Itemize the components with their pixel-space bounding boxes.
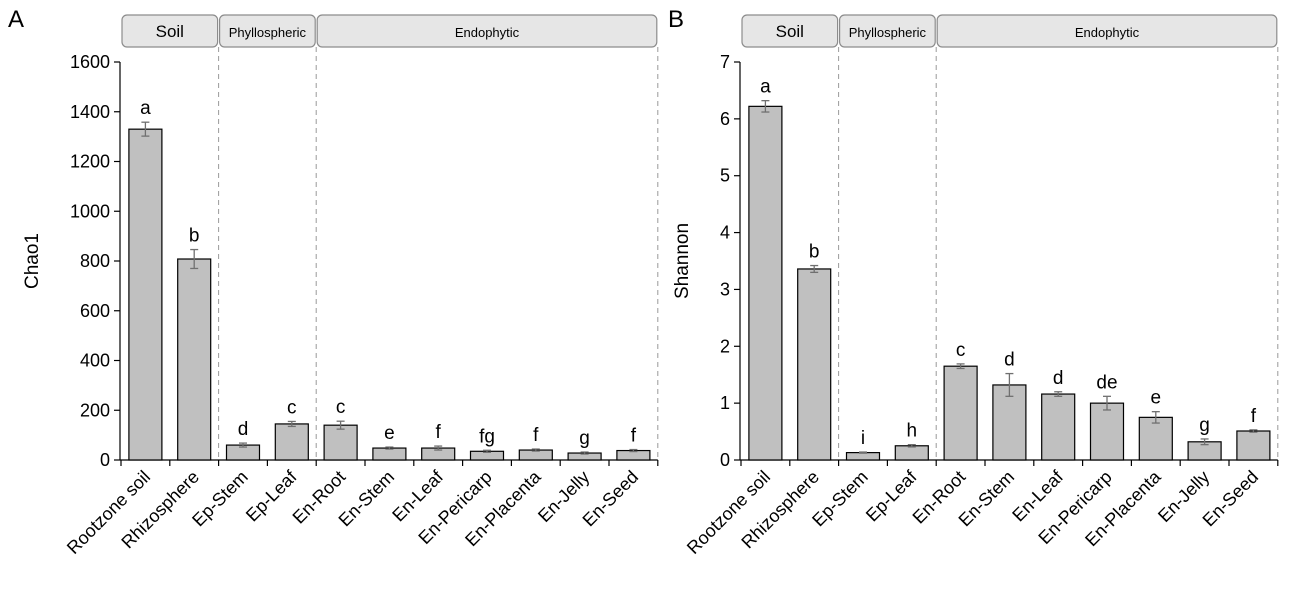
- significance-letter: d: [238, 419, 249, 440]
- bar: [1041, 393, 1076, 461]
- group-box: [741, 14, 839, 48]
- group-box: [121, 14, 219, 48]
- y-tick-label: 600: [80, 301, 110, 321]
- bar: [1138, 416, 1173, 461]
- y-tick-label: 0: [100, 450, 110, 470]
- significance-letter: f: [631, 426, 637, 447]
- significance-letter: b: [809, 242, 820, 263]
- group-label: Endophytic: [455, 25, 520, 40]
- y-tick-label: 4: [720, 223, 730, 243]
- y-axis-title: Shannon: [672, 223, 693, 299]
- significance-letter: a: [760, 77, 771, 98]
- y-tick-label: 200: [80, 400, 110, 420]
- y-tick-label: 2: [720, 336, 730, 356]
- y-tick-label: 6: [720, 109, 730, 129]
- significance-letter: g: [1199, 415, 1210, 436]
- y-tick-label: 7: [720, 52, 730, 72]
- bar: [1089, 402, 1125, 461]
- bar: [1236, 430, 1271, 461]
- significance-letter: f: [533, 425, 539, 446]
- y-tick-label: 1400: [70, 102, 110, 122]
- y-tick-label: 1: [720, 393, 730, 413]
- group-label: Phyllospheric: [849, 25, 927, 40]
- significance-letter: d: [1053, 368, 1064, 389]
- significance-letter: h: [907, 421, 918, 442]
- bar: [372, 447, 407, 461]
- bar: [797, 268, 832, 461]
- bar: [748, 105, 783, 461]
- bar: [128, 128, 163, 461]
- significance-letter: e: [1151, 388, 1162, 409]
- significance-letter: c: [956, 340, 966, 361]
- bar: [992, 384, 1027, 461]
- y-tick-label: 0: [720, 450, 730, 470]
- significance-letter: f: [1251, 406, 1257, 427]
- y-tick-label: 1600: [70, 52, 110, 72]
- significance-letter: e: [384, 423, 395, 444]
- bar: [943, 365, 978, 461]
- group-label: Endophytic: [1075, 25, 1140, 40]
- y-tick-label: 5: [720, 166, 730, 186]
- significance-letter: a: [140, 98, 151, 119]
- bar: [177, 258, 212, 461]
- bar: [323, 424, 358, 461]
- significance-letter: i: [861, 428, 865, 449]
- group-box: [936, 14, 1278, 48]
- chart-panel-a: A Soil Phyllospheric Endophytic 0 200 400 600 80…: [8, 6, 659, 558]
- significance-letter: b: [189, 226, 200, 247]
- group-box: [838, 14, 936, 48]
- bar: [274, 423, 309, 461]
- y-tick-label: 3: [720, 279, 730, 299]
- bar: [894, 445, 929, 461]
- group-label: Phyllospheric: [229, 25, 307, 40]
- x-category-label: Rootzone soil: [63, 467, 154, 558]
- y-tick-label: 1200: [70, 152, 110, 172]
- group-box: [219, 14, 316, 48]
- y-tick-label: 800: [80, 251, 110, 271]
- significance-letter: fg: [479, 426, 495, 447]
- panel-letter: B: [668, 6, 684, 33]
- significance-letter: g: [579, 428, 590, 449]
- significance-letter: f: [436, 422, 442, 443]
- group-label: Soil: [776, 22, 804, 41]
- y-axis-title: Chao1: [22, 233, 43, 289]
- chart-panel-b: B Soil Phyllospheric Endophytic 0 1 2 3 4 5 6 7 Shan…: [668, 6, 1279, 558]
- x-category-label: Rootzone soil: [683, 467, 774, 558]
- significance-letter: d: [1004, 350, 1015, 371]
- significance-letter: c: [287, 397, 297, 418]
- significance-letter: c: [336, 397, 346, 418]
- group-box: [316, 14, 658, 48]
- y-tick-label: 1000: [70, 201, 110, 221]
- y-tick-label: 400: [80, 351, 110, 371]
- panel-letter: A: [8, 6, 24, 33]
- group-label: Soil: [156, 22, 184, 41]
- significance-letter: de: [1096, 372, 1117, 393]
